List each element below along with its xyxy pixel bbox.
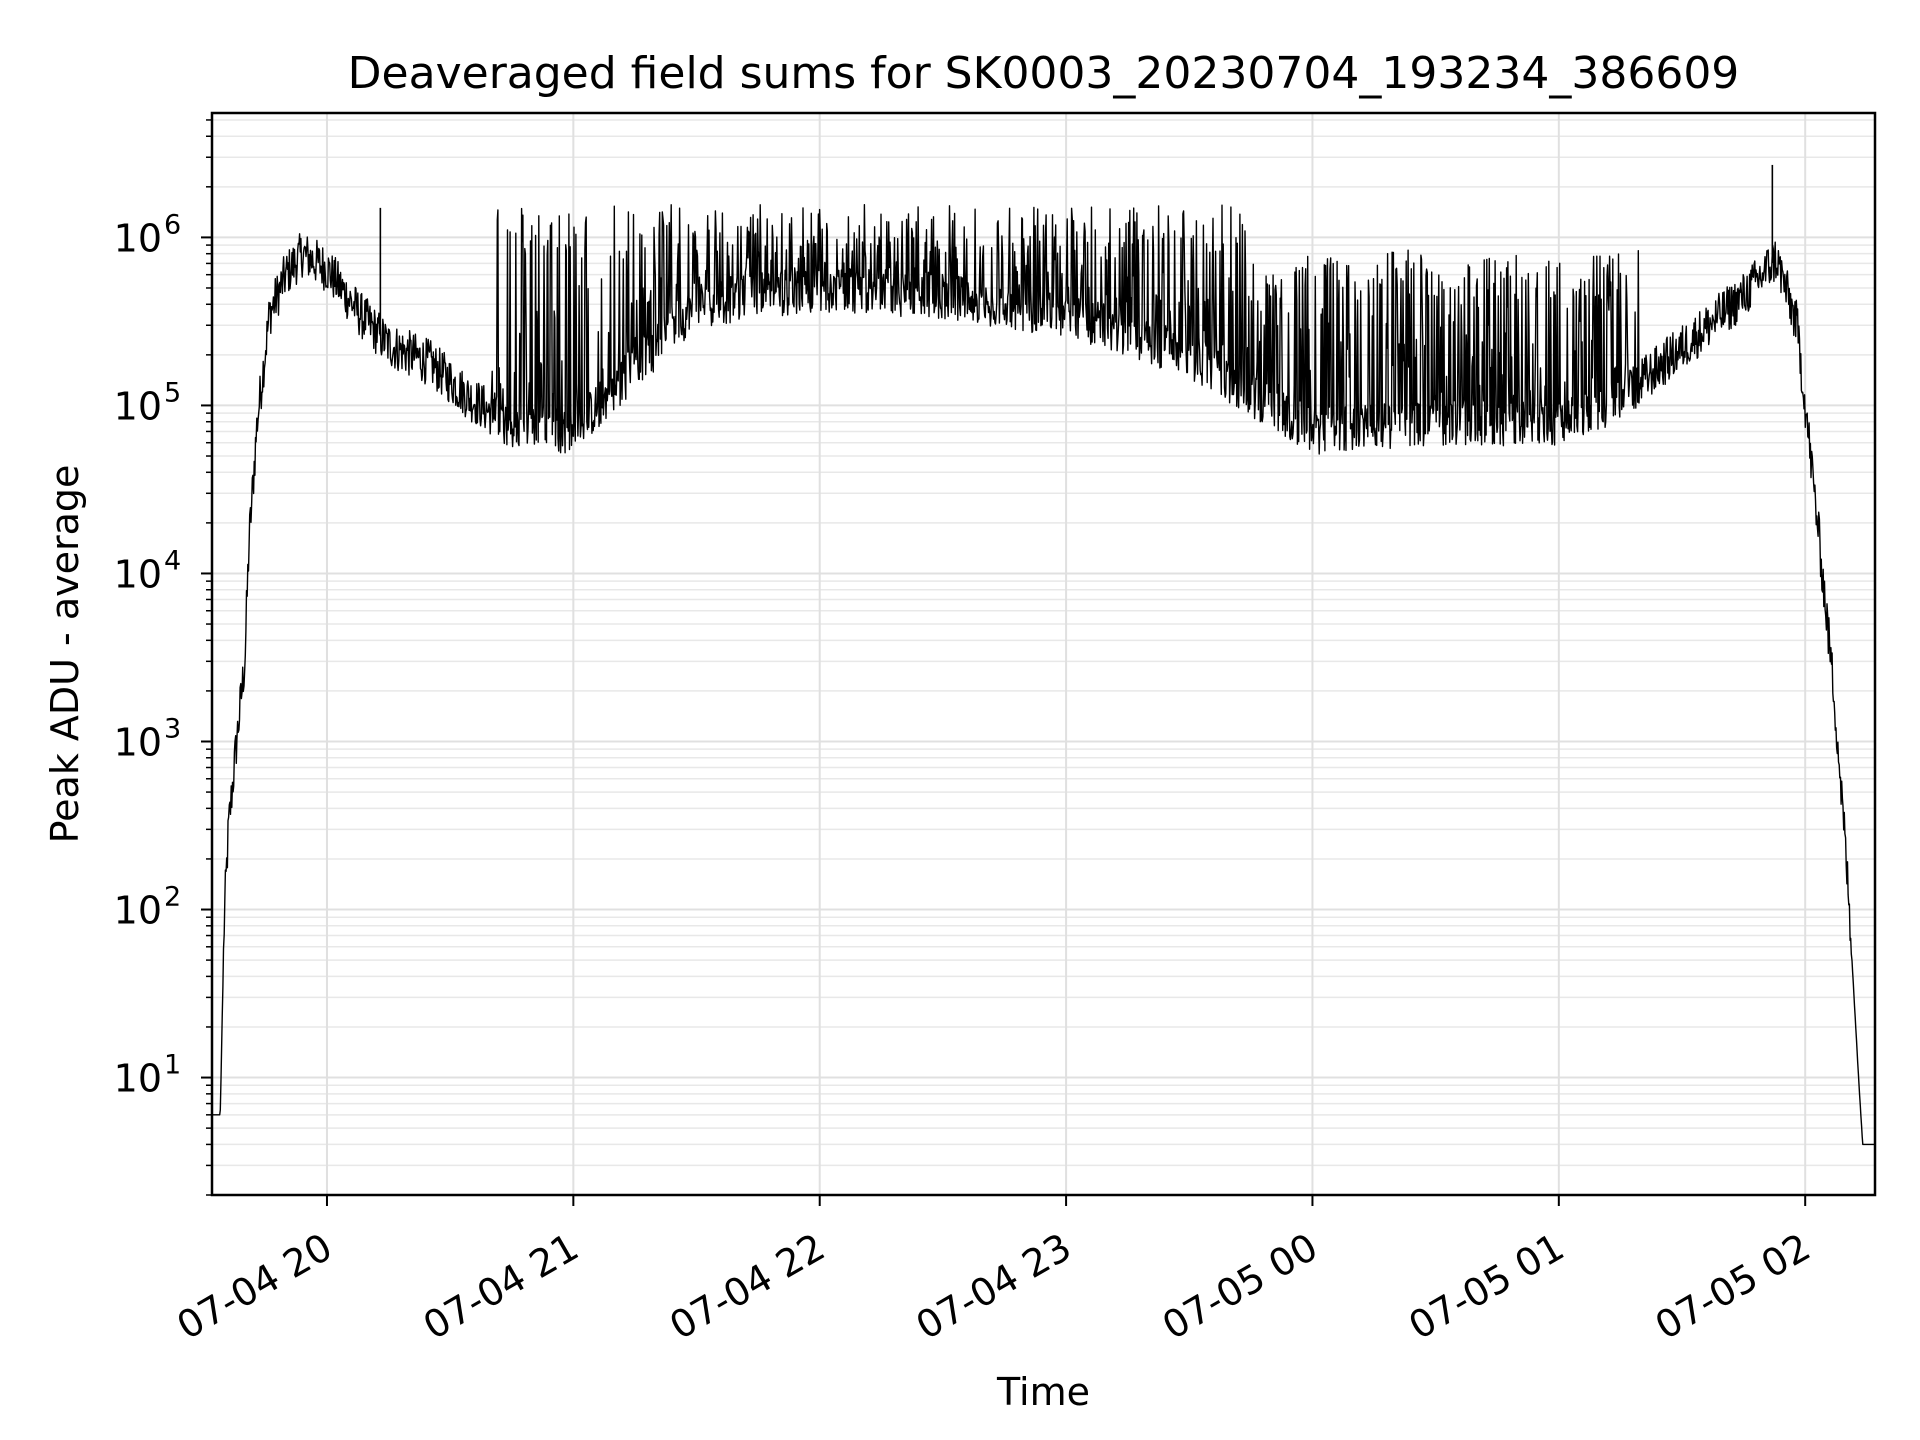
x-tick-label: 07-04 23 bbox=[909, 1225, 1079, 1349]
y-tick-exponent: 1 bbox=[164, 1050, 181, 1081]
y-tick-exponent: 3 bbox=[164, 713, 181, 744]
x-tick-label: 07-05 01 bbox=[1401, 1225, 1571, 1349]
y-tick-label: 10 bbox=[114, 1057, 162, 1101]
y-tick-exponent: 6 bbox=[164, 209, 181, 240]
y-tick-exponent: 5 bbox=[164, 377, 181, 408]
x-tick-label: 07-05 00 bbox=[1155, 1225, 1325, 1349]
x-tick-label: 07-04 22 bbox=[662, 1225, 832, 1349]
y-tick-label: 10 bbox=[114, 552, 162, 596]
y-tick-label: 10 bbox=[114, 384, 162, 428]
plot-frame bbox=[210, 111, 1877, 1197]
x-axis-label: Time bbox=[996, 1370, 1090, 1414]
y-tick-label: 10 bbox=[114, 889, 162, 933]
y-tick-label: 10 bbox=[114, 720, 162, 764]
series-layer bbox=[211, 164, 1876, 1146]
series-line bbox=[211, 204, 1876, 1146]
y-tick-exponent: 2 bbox=[164, 882, 181, 913]
y-axis-label: Peak ADU - average bbox=[43, 465, 87, 844]
y-tick-label: 10 bbox=[114, 216, 162, 260]
x-tick-label: 07-04 20 bbox=[170, 1225, 340, 1349]
x-tick-label: 07-04 21 bbox=[416, 1225, 586, 1349]
chart-title: Deaveraged field sums for SK0003_2023070… bbox=[348, 48, 1740, 99]
x-tick-label: 07-05 02 bbox=[1648, 1225, 1818, 1349]
y-tick-exponent: 4 bbox=[164, 545, 181, 576]
